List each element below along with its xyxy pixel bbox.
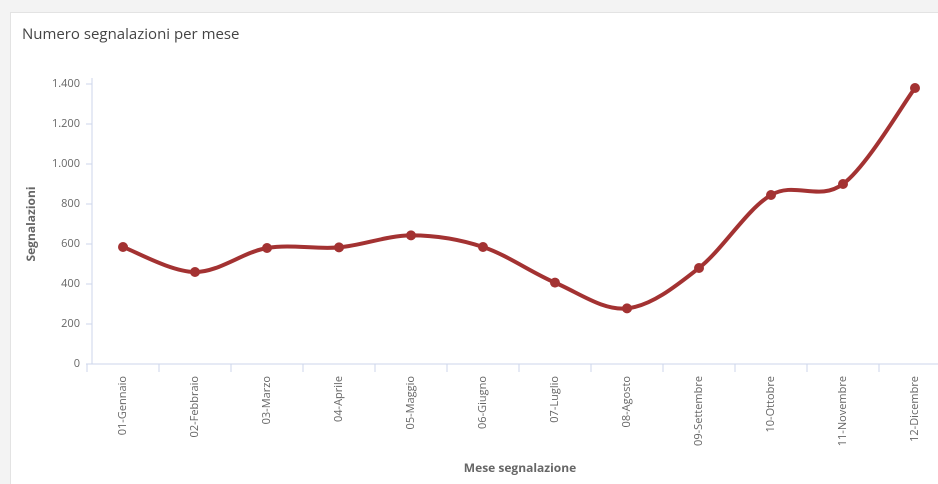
y-tick-label: 1.200 — [52, 116, 80, 131]
marker — [766, 190, 776, 200]
marker — [838, 179, 848, 189]
marker — [910, 83, 920, 93]
marker — [694, 263, 704, 273]
y-tick-label: 1.000 — [52, 156, 80, 171]
chart-panel — [10, 12, 938, 484]
marker — [622, 303, 632, 314]
y-tick-label: 1.400 — [52, 76, 80, 91]
y-tick-label: 200 — [61, 316, 80, 331]
x-tick-label: 04-Aprile — [331, 376, 346, 422]
x-tick-label: 11-Novembre — [835, 376, 850, 446]
y-tick-label: 800 — [61, 196, 80, 211]
marker — [334, 242, 344, 253]
x-tick-label: 07-Luglio — [547, 376, 562, 423]
y-tick-label: 400 — [61, 276, 80, 291]
x-axis-title: Mese segnalazione — [464, 459, 576, 476]
x-tick-label: 02-Febbraio — [187, 376, 202, 438]
line — [122, 86, 917, 311]
marker — [262, 243, 272, 253]
marker — [550, 277, 560, 288]
marker — [118, 242, 128, 252]
y-axis-title: Segnalazioni — [22, 186, 39, 261]
x-tick-label: 01-Gennaio — [115, 376, 130, 436]
y-tick-label: 600 — [61, 236, 80, 251]
x-tick-label: 03-Marzo — [259, 376, 274, 425]
x-tick-label: 10-Ottobre — [763, 376, 778, 433]
marker — [190, 267, 200, 277]
chart-title: Numero segnalazioni per mese — [22, 24, 239, 44]
x-tick-label: 08-Agosto — [619, 376, 634, 428]
x-tick-label: 09-Settembre — [691, 376, 706, 446]
y-tick-label: 0 — [74, 356, 80, 371]
x-tick-label: 12-Dicembre — [907, 376, 922, 442]
x-tick-label: 06-Giugno — [475, 376, 490, 429]
x-tick-label: 05-Maggio — [403, 376, 418, 430]
marker — [478, 242, 488, 252]
marker — [406, 230, 416, 241]
